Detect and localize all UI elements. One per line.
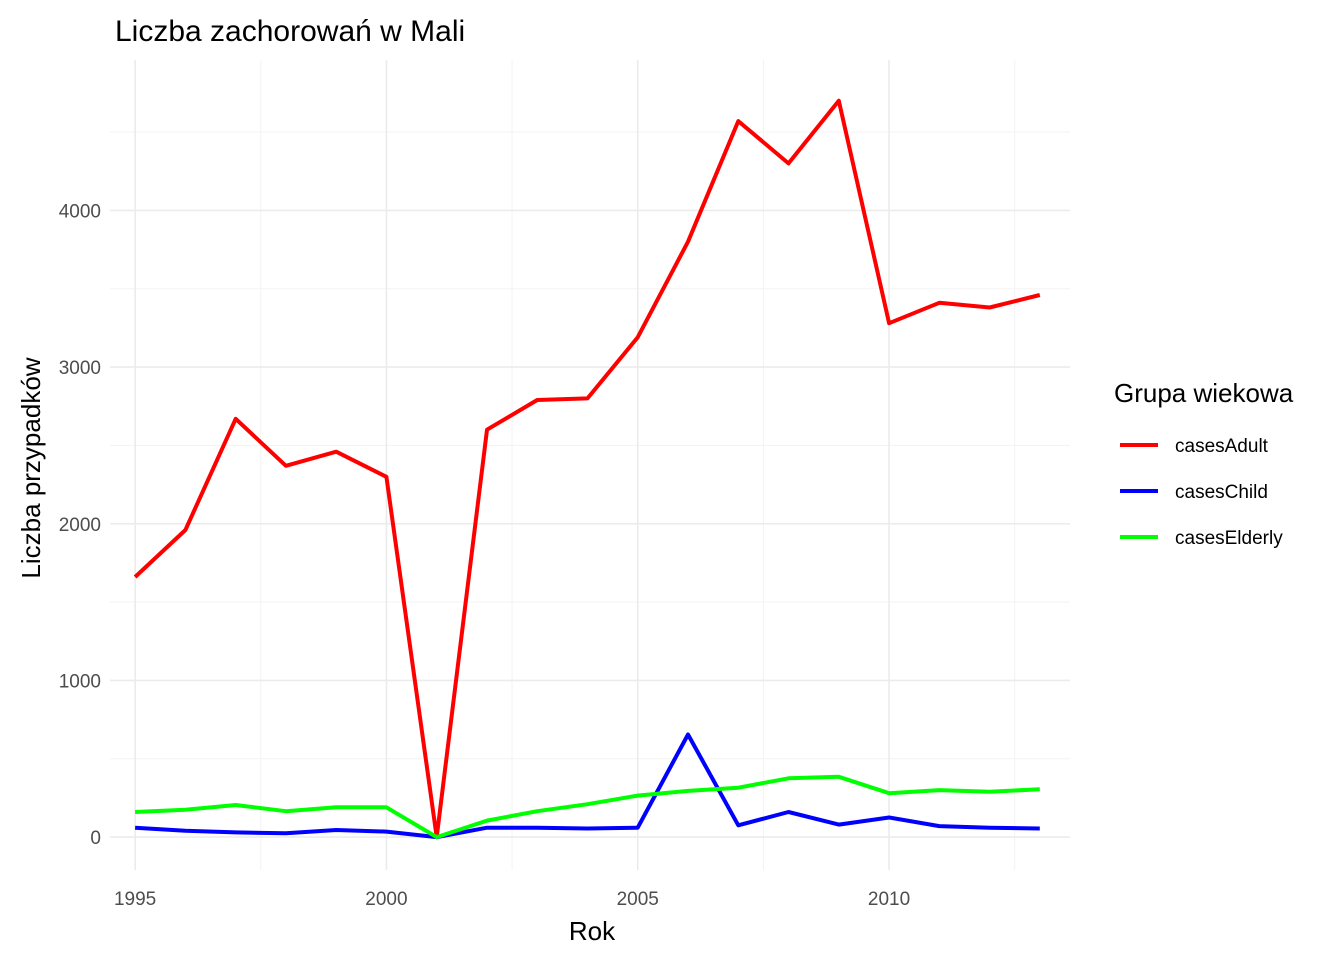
x-axis-title: Rok: [569, 916, 616, 946]
series-line-casesChild: [134, 732, 1040, 840]
y-axis-ticks: 0 1000 2000 3000 4000: [59, 201, 101, 849]
legend-item: casesElderly: [1120, 528, 1283, 549]
legend-items: casesAdult casesChild casesElderly: [1120, 436, 1283, 549]
legend-label: casesChild: [1175, 482, 1268, 503]
y-tick-label: 3000: [59, 358, 101, 379]
legend-title: Grupa wiekowa: [1114, 378, 1294, 408]
x-axis-ticks: 1995 2000 2005 2010: [114, 889, 910, 910]
y-tick-label: 0: [90, 828, 101, 849]
y-tick-label: 4000: [59, 201, 101, 222]
series-line-casesAdult: [133, 98, 1041, 840]
x-tick-label: 1995: [114, 889, 156, 910]
legend-label: casesElderly: [1175, 528, 1283, 549]
series-lines: [133, 98, 1041, 840]
legend-item: casesAdult: [1120, 436, 1269, 457]
x-tick-label: 2010: [868, 889, 910, 910]
x-tick-label: 2000: [365, 889, 407, 910]
legend: Grupa wiekowa casesAdult casesChild casesE…: [1114, 378, 1294, 549]
legend-label: casesAdult: [1175, 436, 1269, 457]
x-tick-label: 2005: [617, 889, 659, 910]
legend-item: casesChild: [1120, 482, 1268, 503]
y-tick-label: 1000: [59, 671, 101, 692]
y-tick-label: 2000: [59, 515, 101, 536]
series-line-casesElderly: [135, 774, 1040, 840]
y-axis-title: Liczba przypadków: [16, 357, 46, 578]
grid: [110, 60, 1070, 870]
chart-title: Liczba zachorowań w Mali: [115, 15, 465, 48]
